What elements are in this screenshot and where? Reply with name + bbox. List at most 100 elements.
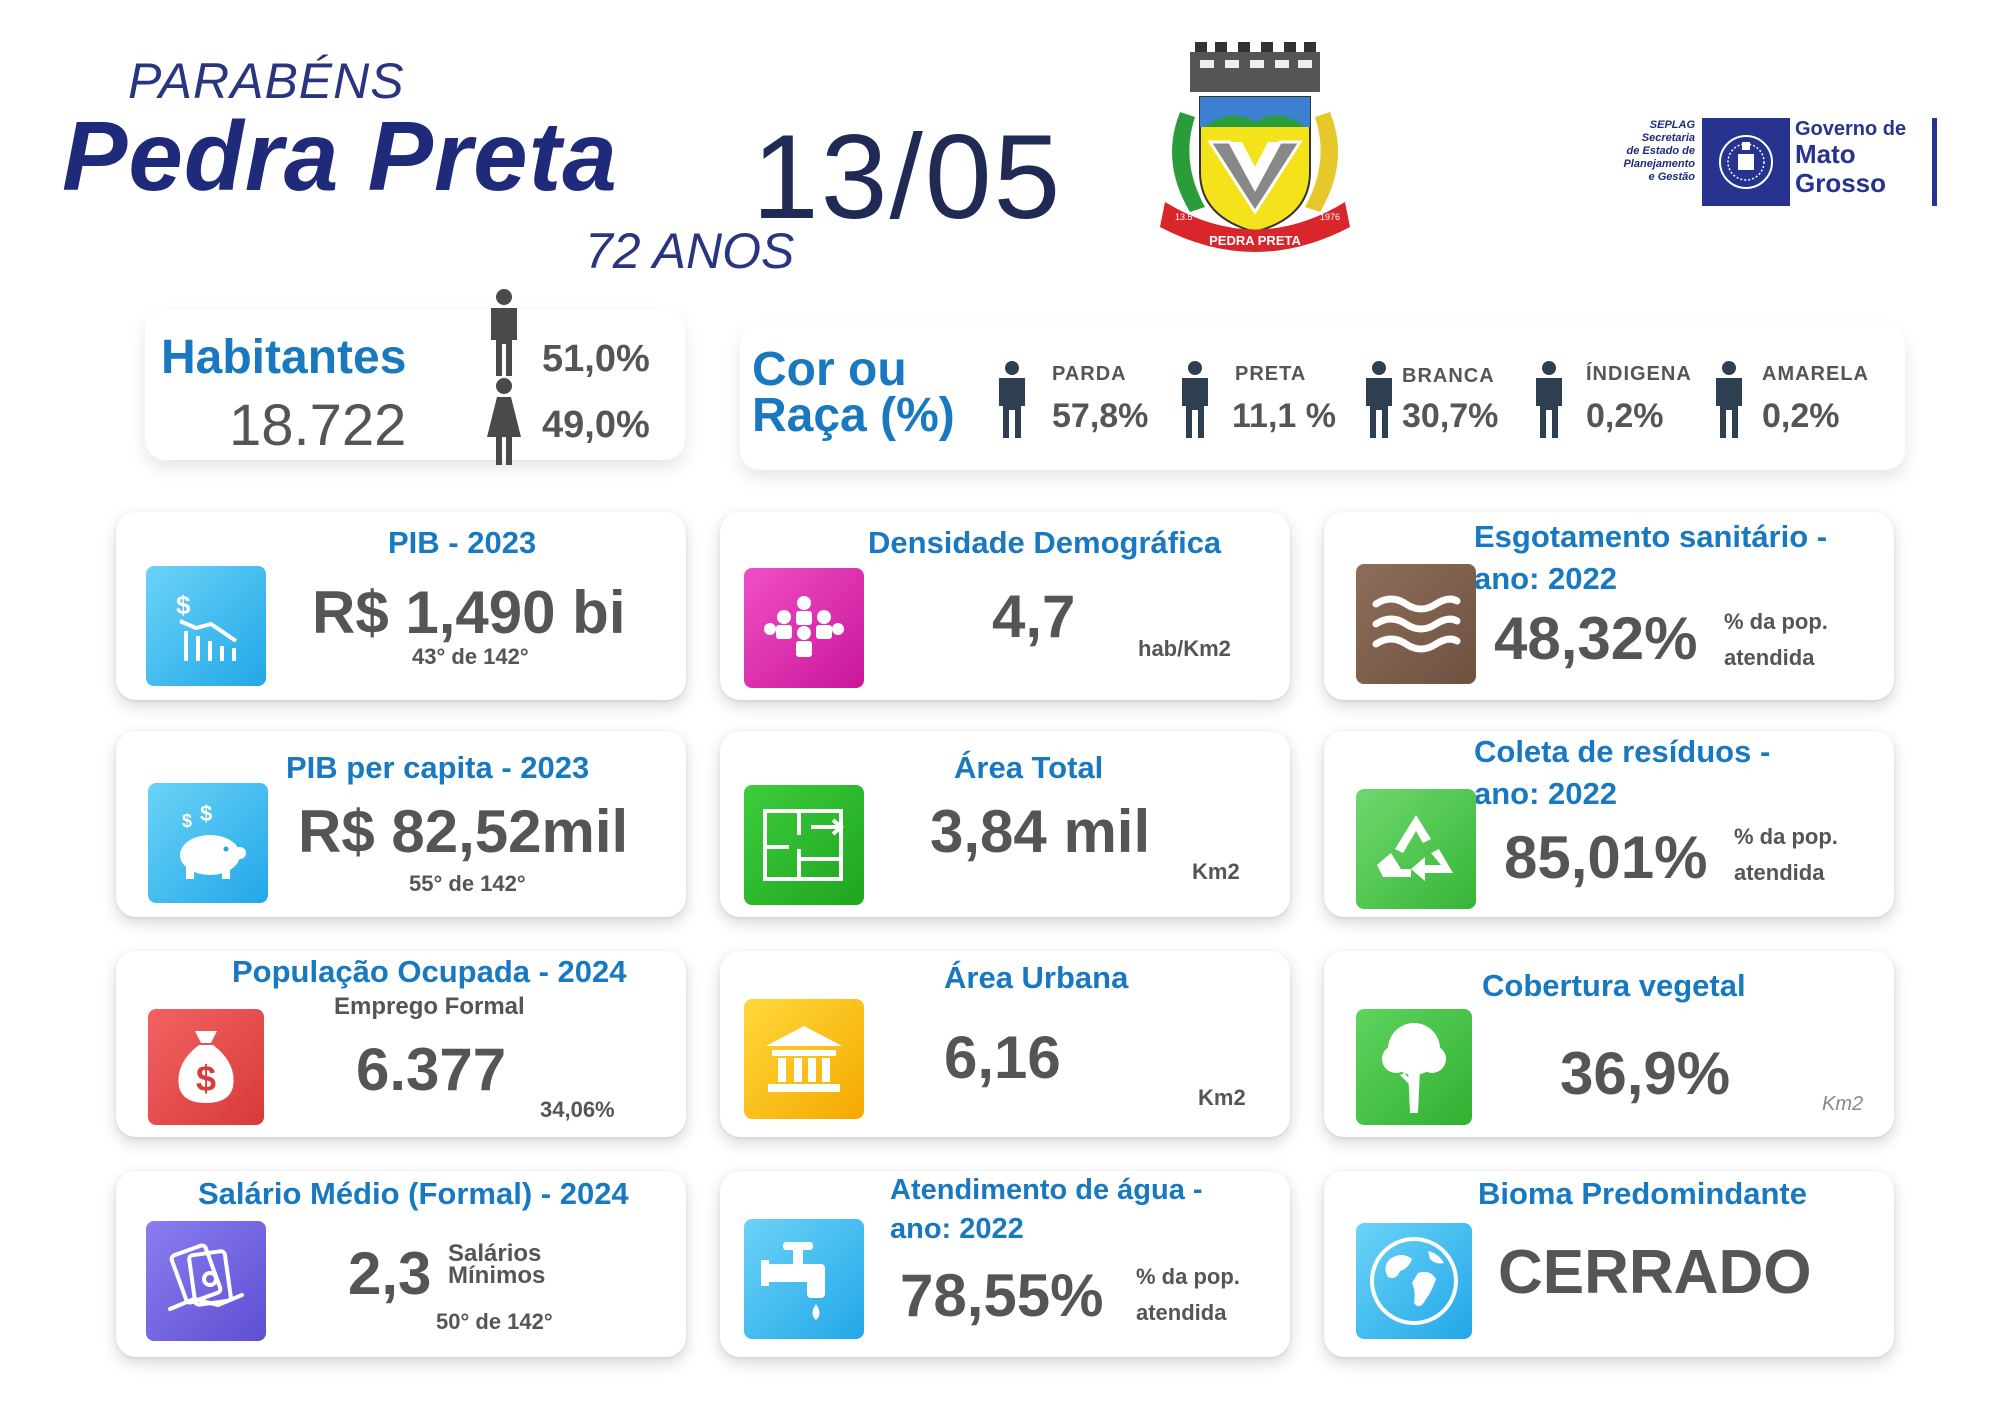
residuos-value: 85,01% (1504, 824, 1708, 891)
salario-unit: Salários Mínimos (448, 1240, 546, 1289)
esgoto-card: Esgotamento sanitário - ano: 2022 48,32%… (1324, 512, 1894, 700)
area-total-title: Área Total (954, 750, 1104, 785)
svg-text:$: $ (200, 803, 212, 826)
gov-line-1: Governo de (1795, 118, 1907, 140)
race-label-preta: PRETA (1235, 363, 1307, 385)
residuos-title: Coleta de resíduos - ano: 2022 (1474, 731, 1770, 815)
person-icon (1536, 361, 1562, 438)
person-icon (1366, 361, 1392, 438)
race-label-parda: PARDA (1052, 363, 1127, 385)
habitantes-value: 18.722 (229, 393, 407, 458)
seplag-line: de Estado de (1626, 145, 1695, 157)
people-group-icon (744, 568, 864, 688)
building-icon (744, 999, 864, 1119)
tree-icon (1356, 1009, 1472, 1125)
svg-text:1976: 1976 (1320, 212, 1340, 222)
raca-title: Cor ou Raça (%) (752, 343, 955, 442)
agua-unit-line1: % da pop. (1136, 1264, 1240, 1289)
agua-unit-line2: atendida (1136, 1300, 1227, 1325)
gov-line-2: Mato (1795, 139, 1856, 169)
agua-title-line2: ano: 2022 (890, 1213, 1024, 1245)
residuos-unit: % da pop. atendida (1734, 819, 1838, 891)
logo-divider (1932, 118, 1937, 206)
gov-line-3: Grosso (1795, 168, 1887, 198)
area-urbana-unit: Km2 (1198, 1085, 1246, 1110)
race-value-parda: 57,8% (1052, 397, 1149, 435)
esgoto-title-line1: Esgotamento sanitário - (1474, 519, 1828, 554)
salario-rank: 50° de 142° (436, 1309, 553, 1334)
residuos-unit-line1: % da pop. (1734, 824, 1838, 849)
pib-per-capita-card: PIB per capita - 2023 $ $ R$ 82,52mil 55… (116, 731, 686, 917)
esgoto-unit-line2: atendida (1724, 645, 1815, 670)
raca-title-line1: Cor ou (752, 343, 907, 396)
residuos-unit-line2: atendida (1734, 860, 1825, 885)
svg-text:$: $ (196, 1058, 216, 1099)
male-icon (491, 289, 517, 376)
vegetal-unit: Km2 (1822, 1093, 1864, 1115)
vegetal-card: Cobertura vegetal 36,9% Km2 (1324, 951, 1894, 1137)
person-icon (1716, 361, 1742, 438)
race-label-amarela: AMARELA (1762, 363, 1869, 385)
congrats-label: PARABÉNS (128, 53, 405, 109)
bioma-title: Bioma Predomindante (1478, 1176, 1807, 1211)
globe-icon (1356, 1223, 1472, 1339)
bioma-card: Bioma Predomindante CERRADO (1324, 1171, 1894, 1357)
raca-title-line2: Raça (%) (752, 389, 955, 442)
svg-text:$: $ (182, 811, 192, 831)
agua-title: Atendimento de água - ano: 2022 (890, 1171, 1203, 1249)
salario-unit-line1: Salários (448, 1240, 542, 1267)
area-urbana-title: Área Urbana (944, 960, 1129, 995)
residuos-card: Coleta de resíduos - ano: 2022 85,01% % … (1324, 731, 1894, 917)
person-icon (1182, 361, 1208, 438)
densidade-unit: hab/Km2 (1138, 636, 1231, 661)
race-label-branca: BRANCA (1402, 365, 1495, 387)
pop-ocupada-title: População Ocupada - 2024 (232, 954, 627, 989)
agua-value: 78,55% (900, 1262, 1104, 1329)
agua-title-line1: Atendimento de água - (890, 1174, 1203, 1206)
anniversary-date: 13/05 (752, 110, 1063, 244)
seplag-line: Planejamento (1623, 158, 1695, 170)
pop-ocupada-subtitle: Emprego Formal (334, 993, 525, 1020)
agua-card: Atendimento de água - ano: 2022 78,55% %… (720, 1171, 1290, 1357)
pop-ocupada-card: População Ocupada - 2024 Emprego Formal … (116, 951, 686, 1137)
female-icon (487, 378, 521, 465)
densidade-title: Densidade Demográfica (868, 525, 1222, 560)
pib-per-capita-value: R$ 82,52mil (298, 798, 629, 865)
money-chart-icon: $ (146, 566, 266, 686)
area-total-card: Área Total 3,84 mil Km2 (720, 731, 1290, 917)
densidade-card: Densidade Demográfica 4,7 hab/Km2 (720, 512, 1290, 700)
floor-plan-icon (744, 785, 864, 905)
water-faucet-icon (744, 1219, 864, 1339)
pib-per-capita-title: PIB per capita - 2023 (286, 750, 590, 785)
state-seal-icon (1702, 118, 1790, 206)
race-value-amarela: 0,2% (1762, 397, 1840, 435)
pib-title: PIB - 2023 (388, 525, 537, 560)
pop-ocupada-value: 6.377 (356, 1036, 507, 1103)
pib-rank: 43° de 142° (412, 644, 529, 669)
esgoto-title: Esgotamento sanitário - ano: 2022 (1474, 516, 1827, 600)
cash-hand-icon (146, 1221, 266, 1341)
salario-unit-line2: Mínimos (448, 1262, 546, 1289)
area-total-unit: Km2 (1192, 859, 1240, 884)
esgoto-value: 48,32% (1494, 605, 1698, 672)
svg-text:PEDRA PRETA: PEDRA PRETA (1209, 233, 1301, 248)
area-total-value: 3,84 mil (930, 798, 1151, 865)
esgoto-unit-line1: % da pop. (1724, 609, 1828, 634)
piggy-bank-icon: $ $ (148, 783, 268, 903)
area-urbana-card: Área Urbana 6,16 Km2 (720, 951, 1290, 1137)
city-crest-logo: PEDRA PRETA 13.5 1976 (1160, 42, 1350, 252)
svg-text:$: $ (176, 590, 191, 620)
habitantes-card: Habitantes 18.722 51,0% 49,0% (145, 289, 685, 465)
race-label-indigena: ÍNDIGENA (1586, 363, 1692, 385)
salario-title: Salário Médio (Formal) - 2024 (198, 1176, 629, 1211)
seplag-line: e Gestão (1648, 171, 1695, 183)
densidade-value: 4,7 (992, 583, 1076, 650)
agua-unit: % da pop. atendida (1136, 1259, 1240, 1331)
pib-value: R$ 1,490 bi (312, 579, 626, 646)
salario-value: 2,3 (348, 1240, 432, 1307)
pop-ocupada-pct: 34,06% (540, 1097, 615, 1122)
bioma-value: CERRADO (1498, 1238, 1812, 1307)
pib-card: PIB - 2023 $ R$ 1,490 bi 43° de 142° (116, 512, 686, 700)
svg-text:13.5: 13.5 (1175, 212, 1193, 222)
seplag-line: SEPLAG (1649, 119, 1695, 131)
